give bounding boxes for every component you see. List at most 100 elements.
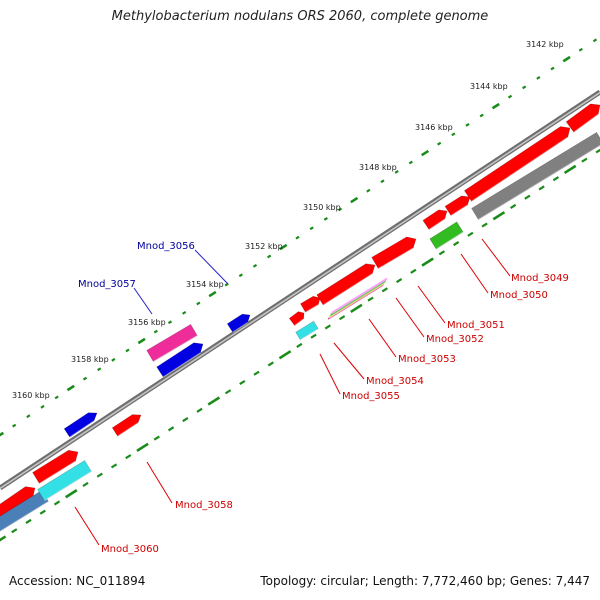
tick-mark: [350, 303, 363, 314]
tick-mark: [438, 250, 445, 256]
tick-mark: [595, 148, 600, 154]
tick-mark: [452, 240, 460, 247]
tick-mark: [337, 207, 343, 212]
genome-title: Methylobacterium nodulans ORS 2060, comp…: [111, 9, 489, 24]
tick-mark: [538, 185, 545, 191]
gene-arrow-highlight: [117, 422, 139, 437]
tick-mark: [54, 395, 59, 400]
tick-mark: [420, 149, 430, 157]
tick-mark: [279, 243, 288, 251]
tick-mark: [26, 414, 31, 419]
gene-arrow-highlight: [428, 218, 446, 231]
tick-marks: [0, 38, 600, 542]
tick-mark: [536, 76, 541, 80]
gene-label: Mnod_3053: [398, 354, 456, 365]
tick-mark: [82, 376, 88, 381]
gene-stripe: [331, 277, 388, 314]
tick-mark: [11, 528, 18, 534]
scale-labels: 3142 kbp 3144 kbp 3146 kbp 3148 kbp 3150 kbp…: [12, 40, 569, 555]
tick-mark: [550, 66, 555, 71]
gene-arrow-highlight: [162, 352, 201, 378]
tick-mark: [578, 47, 583, 52]
gene-arrow-highlight: [232, 321, 249, 333]
label-callouts: [74, 238, 511, 546]
gene-label: Mnod_3050: [490, 290, 548, 301]
gene-arrow-highlight: [322, 273, 373, 306]
tick-mark: [110, 463, 118, 469]
tick-mark: [167, 320, 173, 325]
gene-arrow-highlight: [471, 136, 569, 202]
label-leader-line: [417, 285, 446, 324]
scale-label: 3154 kbp: [186, 280, 224, 289]
tick-mark: [40, 404, 45, 409]
gene-arrow: [300, 295, 321, 313]
gene-arrow-highlight: [0, 501, 49, 533]
gene-arrow-highlight: [450, 204, 468, 217]
tick-mark: [53, 500, 61, 506]
scale-label: 3146 kbp: [415, 123, 453, 132]
tick-mark: [562, 55, 571, 63]
tick-mark: [309, 226, 314, 231]
tick-mark: [522, 85, 527, 90]
tick-mark: [252, 263, 258, 268]
gene-arrow: [444, 195, 471, 217]
accession-text: Accession: NC_011894: [9, 574, 146, 588]
scale-label: 3148 kbp: [359, 163, 397, 172]
tick-mark: [0, 535, 7, 542]
scale-label: 3158 kbp: [71, 355, 109, 364]
gene-arrow-highlight: [294, 318, 305, 327]
tick-mark: [196, 407, 203, 413]
label-leader-line: [395, 297, 425, 338]
gene-arrow: [371, 236, 417, 270]
scale-label: 3160 kbp: [12, 391, 50, 400]
tick-mark: [239, 379, 246, 386]
tick-mark: [451, 132, 456, 137]
tick-mark: [563, 164, 577, 175]
tick-mark: [338, 315, 346, 321]
scale-label: 3152 kbp: [245, 242, 283, 251]
tick-mark: [136, 442, 149, 452]
tick-mark: [25, 518, 32, 525]
label-leader-line: [333, 342, 365, 380]
gene-arrow: [146, 323, 198, 363]
gene-arrow: [32, 449, 79, 484]
tick-mark: [324, 324, 331, 330]
gene-arrow-highlight: [39, 460, 76, 485]
tick-mark: [323, 216, 328, 221]
gene-label: Mnod_3054: [366, 376, 424, 387]
tick-mark: [153, 435, 160, 441]
tick-mark: [125, 454, 132, 460]
gene-label: Mnod_3057: [78, 279, 136, 290]
tick-mark: [0, 431, 5, 437]
tick-mark: [310, 333, 317, 339]
tick-mark: [267, 361, 274, 367]
gene-arrow-highlight: [573, 113, 599, 133]
tick-mark: [125, 348, 130, 353]
gene-arrow-highlight: [305, 304, 319, 313]
tick-mark: [467, 231, 474, 237]
gene-arrow-highlight: [69, 420, 95, 438]
topology-text: Topology: circular; Length: 7,772,460 bp…: [260, 574, 590, 588]
gene-label: Mnod_3049: [511, 273, 569, 284]
tick-mark: [167, 426, 175, 432]
gene-arrow-highlight: [300, 328, 319, 341]
gene-arrow: [565, 103, 600, 133]
gene-arrow: [156, 342, 204, 378]
tick-mark: [208, 290, 217, 298]
gene-label: Mnod_3060: [101, 544, 159, 555]
label-leader-line: [133, 287, 153, 315]
tick-mark: [278, 350, 292, 360]
tick-mark: [196, 301, 201, 306]
tick-mark: [137, 337, 146, 345]
tick-mark: [295, 235, 300, 240]
gene-label: Mnod_3058: [175, 500, 233, 511]
tick-mark: [224, 389, 232, 395]
gene-arrow: [463, 126, 571, 202]
tick-mark: [524, 194, 531, 200]
tick-mark: [12, 423, 17, 428]
gene-arrow: [316, 263, 376, 306]
tick-mark: [394, 169, 399, 174]
scale-label: 3142 kbp: [526, 40, 564, 49]
